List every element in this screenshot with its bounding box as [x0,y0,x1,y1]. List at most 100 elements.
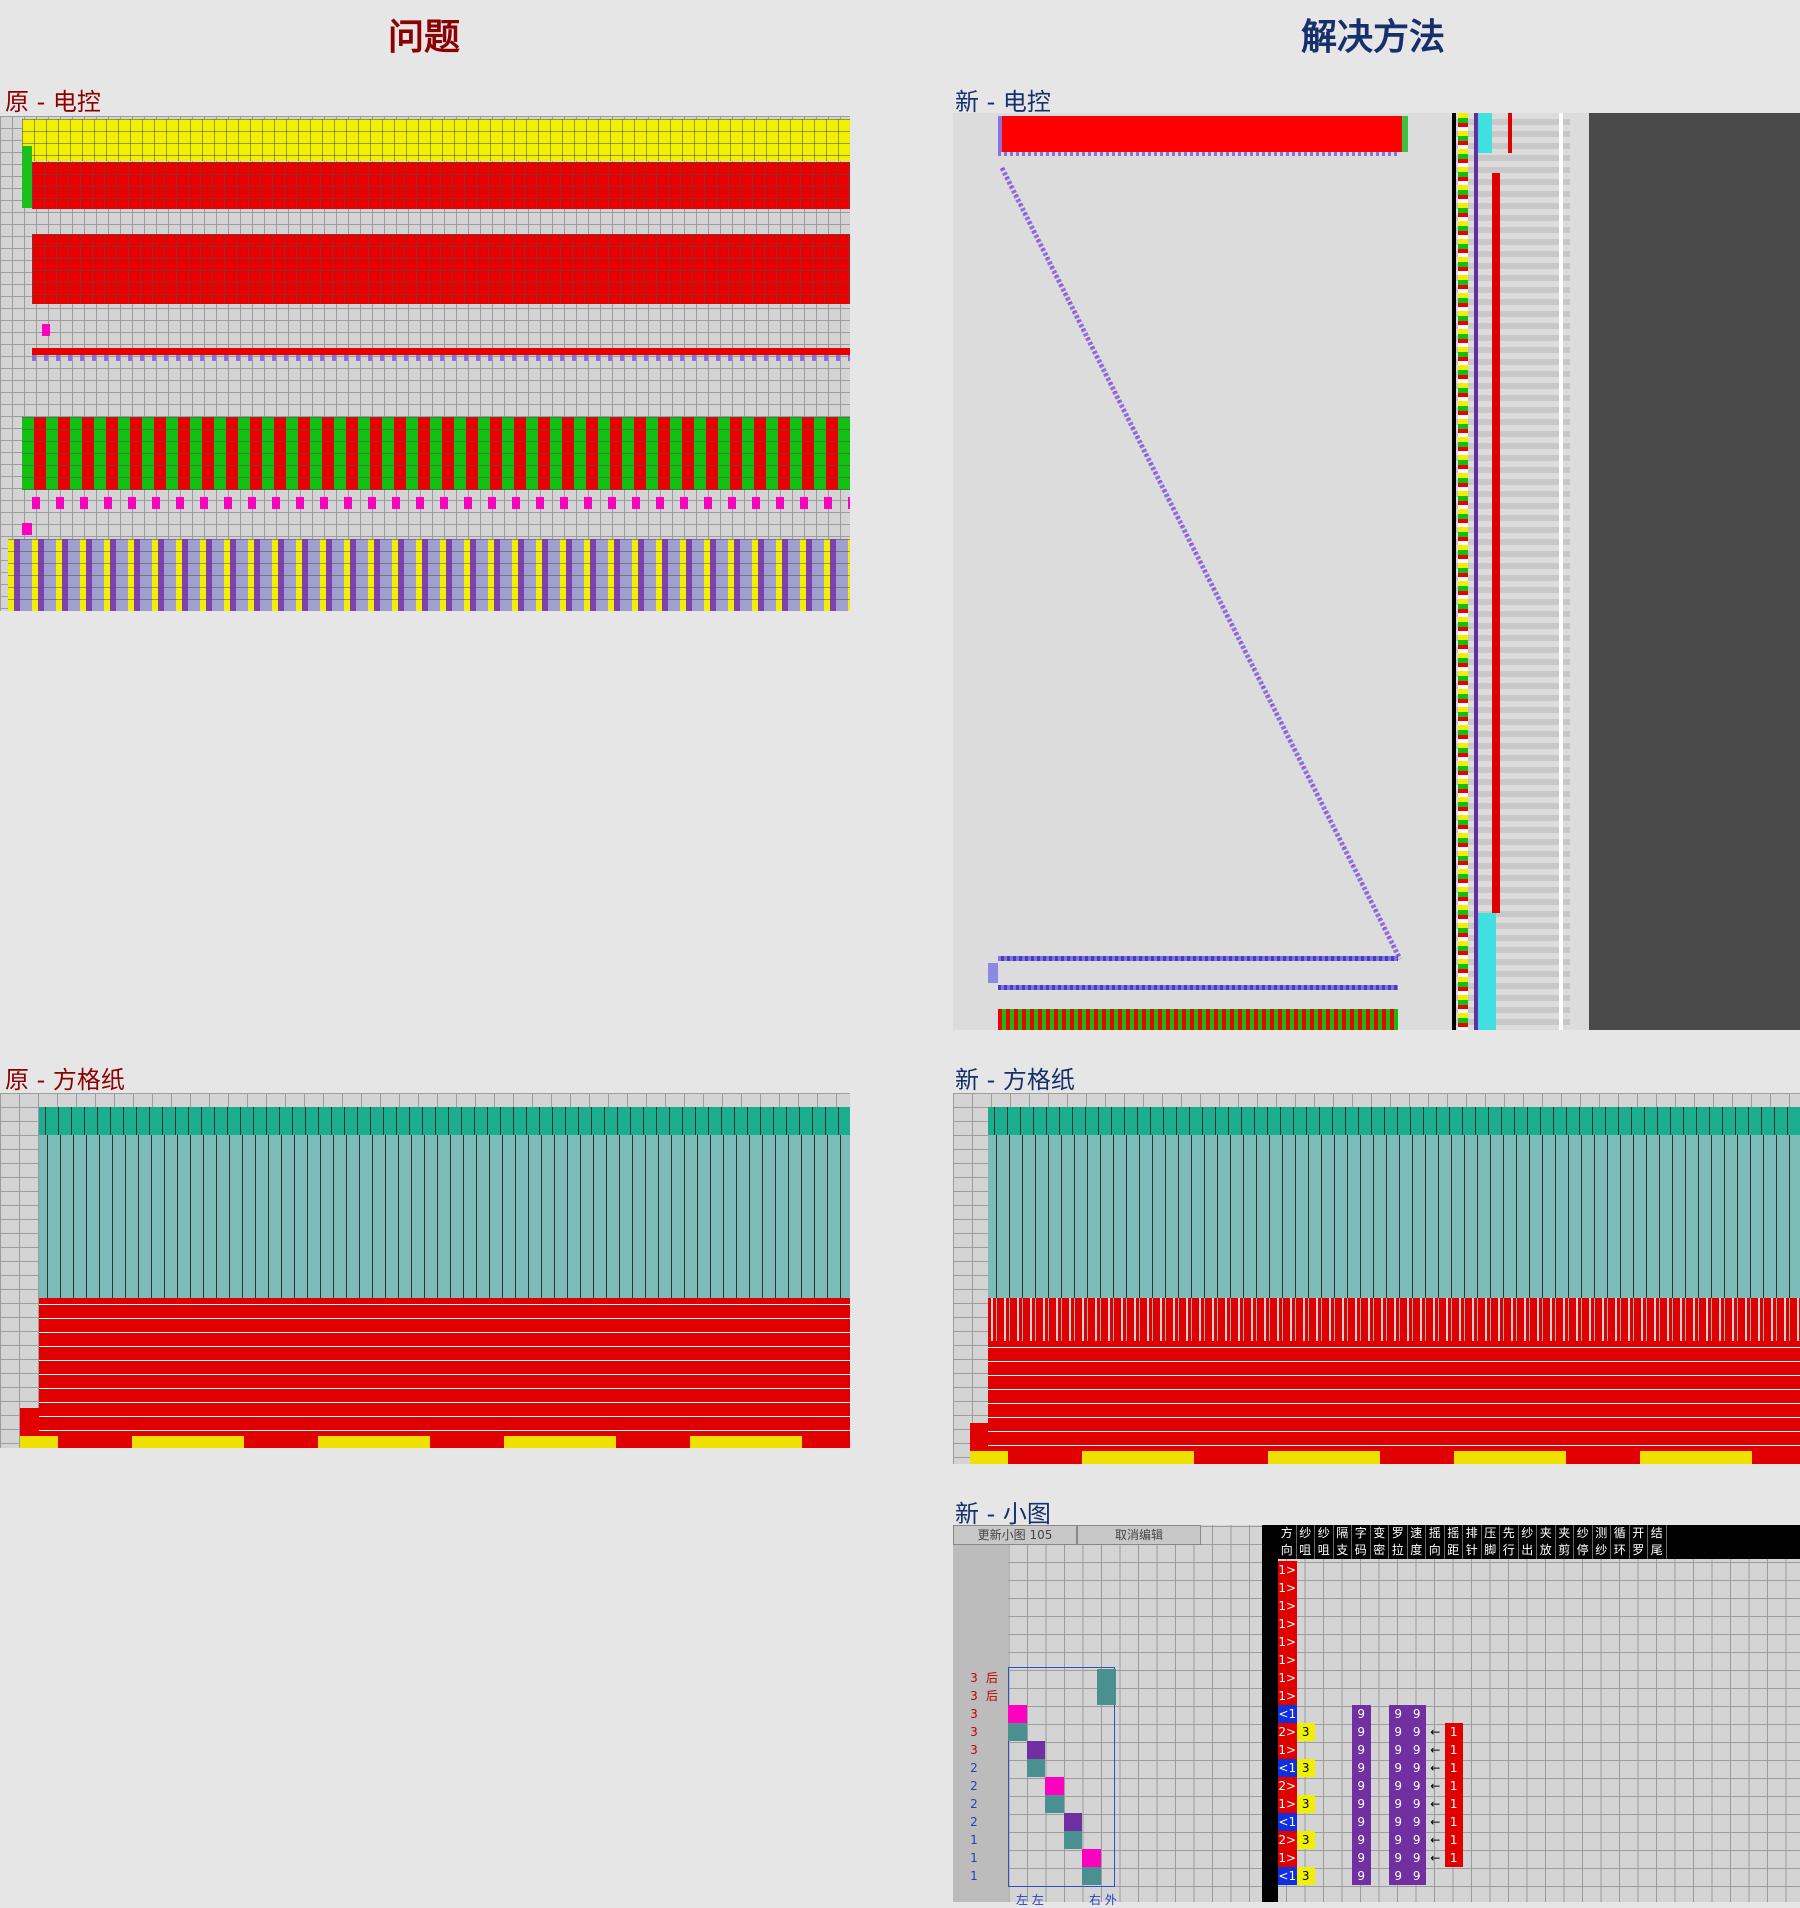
header-cell: 字 [1352,1525,1371,1542]
row-cell: 9 [1407,1813,1426,1831]
band [39,1135,850,1298]
solution-title: 解决方法 [1300,17,1446,58]
row-cell: 9 [1389,1741,1408,1759]
header-cell: 拉 [1389,1542,1408,1559]
band [998,1009,1398,1030]
row-cell: 9 [1352,1705,1371,1723]
band [22,119,850,161]
header-cell: 码 [1352,1542,1371,1559]
row-number: 3 [970,1689,978,1703]
panel-label: 原 - 方格纸 [5,1066,125,1094]
row-cell: 9 [1389,1705,1408,1723]
row-cell: <1 [1278,1867,1297,1885]
header-cell: 摇 [1426,1525,1445,1542]
row-cell: 9 [1407,1831,1426,1849]
band [998,985,1398,990]
stitch-cell [1008,1723,1027,1741]
row-number: 3 [970,1725,978,1739]
row-cell: 9 [1352,1831,1371,1849]
header-cell: 剪 [1556,1542,1574,1559]
row-number: 1 [970,1851,978,1865]
header-cell: 纱 [1519,1525,1537,1542]
row-cell: 9 [1352,1777,1371,1795]
band [988,1107,1800,1135]
dark-pane [1589,113,1800,1030]
header-cell: 向 [1278,1542,1297,1559]
button[interactable]: 更新小图 105 [953,1525,1077,1545]
band [32,162,850,209]
row-number: 2 [970,1815,978,1829]
row-cell: 2> [1278,1723,1297,1741]
row-cell: 9 [1389,1831,1408,1849]
row-cell: 3 [1296,1867,1315,1885]
stitch-cell [1063,1813,1082,1831]
panel-label: 原 - 电控 [5,88,101,116]
row-cell: 1 [1444,1813,1463,1831]
header-cell: 环 [1611,1542,1630,1559]
row-cell: 1> [1278,1615,1297,1633]
header-cell: 针 [1463,1542,1482,1559]
row-cell: 9 [1407,1777,1426,1795]
stitch-cell [1097,1687,1116,1705]
panel-label: 新 - 小图 [955,1500,1051,1528]
row-cell: 1> [1278,1849,1297,1867]
row-cell: 9 [1389,1759,1408,1777]
row-cell: 9 [1389,1777,1408,1795]
header-cell: 度 [1408,1542,1426,1559]
row-cell: 9 [1352,1849,1371,1867]
row-cell: 9 [1352,1867,1371,1885]
band [32,497,850,509]
header-cell: 循 [1611,1525,1630,1542]
row-cell: <1 [1278,1705,1297,1723]
row-cell: 9 [1389,1867,1408,1885]
header-cell: 速 [1408,1525,1426,1542]
row-number: 3 [970,1671,978,1685]
header-cell: 纱 [1315,1525,1334,1542]
strips [1452,113,1570,1030]
button[interactable]: 取消编辑 [1077,1525,1201,1545]
band [39,1107,850,1135]
band [22,146,32,208]
band [998,116,1408,152]
row-cell: 1> [1278,1597,1297,1615]
panel-label: 新 - 方格纸 [955,1066,1075,1094]
header-cell: 摇 [1445,1525,1463,1542]
stitch-cell [1082,1849,1101,1867]
header-cell: 纱 [1574,1525,1593,1542]
left-gutter [953,1525,1008,1902]
header-cell: 停 [1574,1542,1593,1559]
row-cell: 9 [1389,1723,1408,1741]
row-cell: 9 [1352,1759,1371,1777]
row-cell: 1> [1278,1795,1297,1813]
row-cell: 9 [1352,1723,1371,1741]
header-cell: 罗 [1630,1542,1648,1559]
row-cell: 3 [1296,1759,1315,1777]
stitch-cell [1008,1705,1027,1723]
new-grid-panel [953,1093,1800,1464]
row-cell: 9 [1407,1759,1426,1777]
row-cell: ← [1430,1797,1441,1811]
stitch-cell [1082,1867,1101,1885]
row-cell: 1 [1444,1777,1463,1795]
header-cell: 测 [1593,1525,1611,1542]
band [988,1341,1800,1451]
header-cell: 向 [1426,1542,1445,1559]
row-cell: 1> [1278,1687,1297,1705]
diagonal-line [999,166,1403,961]
header-cell: 方 [1278,1525,1297,1542]
band [988,1135,1800,1298]
row-cell: 1 [1444,1759,1463,1777]
row-cell: ← [1430,1725,1441,1739]
row-cell: 9 [1389,1813,1408,1831]
footer-label: 右 外 [1089,1893,1117,1907]
row-cell: 3 [1296,1831,1315,1849]
band [39,1298,850,1436]
new-control-panel [953,113,1800,1030]
band [32,355,850,361]
row-cell: 9 [1407,1705,1426,1723]
diagonal [999,166,1403,961]
row-cell: 9 [1389,1849,1408,1867]
stitch-cell [1026,1759,1045,1777]
row-cell: 9 [1389,1795,1408,1813]
